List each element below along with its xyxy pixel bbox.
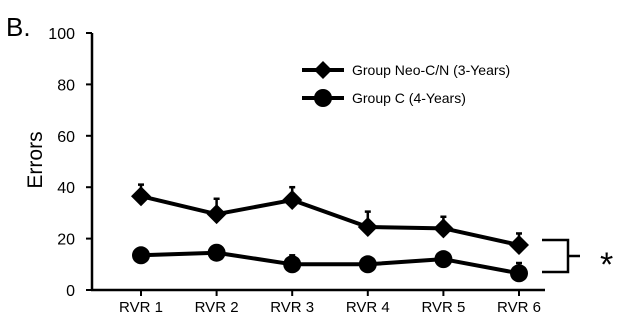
y-tick-label: 100 (48, 26, 75, 43)
data-point (510, 264, 528, 283)
data-point (206, 204, 227, 225)
x-tick-label: RVR 2 (195, 299, 239, 316)
significance-marker: * (600, 246, 613, 284)
y-tick-label: 60 (57, 129, 75, 146)
data-point (283, 255, 302, 274)
x-tick-label: RVR 6 (497, 299, 541, 316)
y-tick-label: 0 (66, 283, 75, 300)
y-axis-ticks: 0 20 40 60 80 100 (48, 26, 92, 300)
data-point (357, 217, 378, 238)
data-point (131, 186, 151, 207)
series-layer (131, 183, 529, 283)
legend: Group Neo-C/N (3-Years) Group C (4-Years) (302, 61, 510, 107)
x-tick-label: RVR 1 (119, 299, 163, 316)
data-point (434, 250, 453, 269)
legend-label: Group Neo-C/N (3-Years) (352, 62, 510, 78)
data-point (509, 235, 529, 256)
data-point (358, 255, 377, 274)
data-point (282, 190, 303, 211)
series-line (140, 250, 520, 276)
legend-swatch-marker (314, 89, 332, 107)
data-point (433, 218, 454, 239)
data-point (132, 246, 150, 265)
legend-swatch-marker (314, 61, 332, 79)
series-1 (131, 183, 529, 256)
x-tick-label: RVR 5 (421, 299, 465, 316)
series-line (140, 194, 520, 247)
legend-label: Group C (4-Years) (352, 90, 466, 106)
legend-item: Group Neo-C/N (3-Years) (302, 61, 510, 79)
y-tick-label: 80 (57, 77, 75, 94)
y-tick-label: 40 (57, 180, 75, 197)
y-axis-label: Errors (24, 131, 47, 188)
y-tick-label: 20 (57, 232, 75, 249)
legend-item: Group C (4-Years) (302, 89, 466, 107)
significance-bracket (542, 238, 580, 274)
x-tick-label: RVR 3 (270, 299, 314, 316)
data-point (207, 243, 226, 262)
series-2 (132, 243, 528, 283)
x-axis-ticks: RVR 1 RVR 2 RVR 3 RVR 4 RVR 5 RVR 6 (119, 290, 541, 316)
panel-label: B. (6, 12, 31, 42)
x-tick-label: RVR 4 (346, 299, 390, 316)
